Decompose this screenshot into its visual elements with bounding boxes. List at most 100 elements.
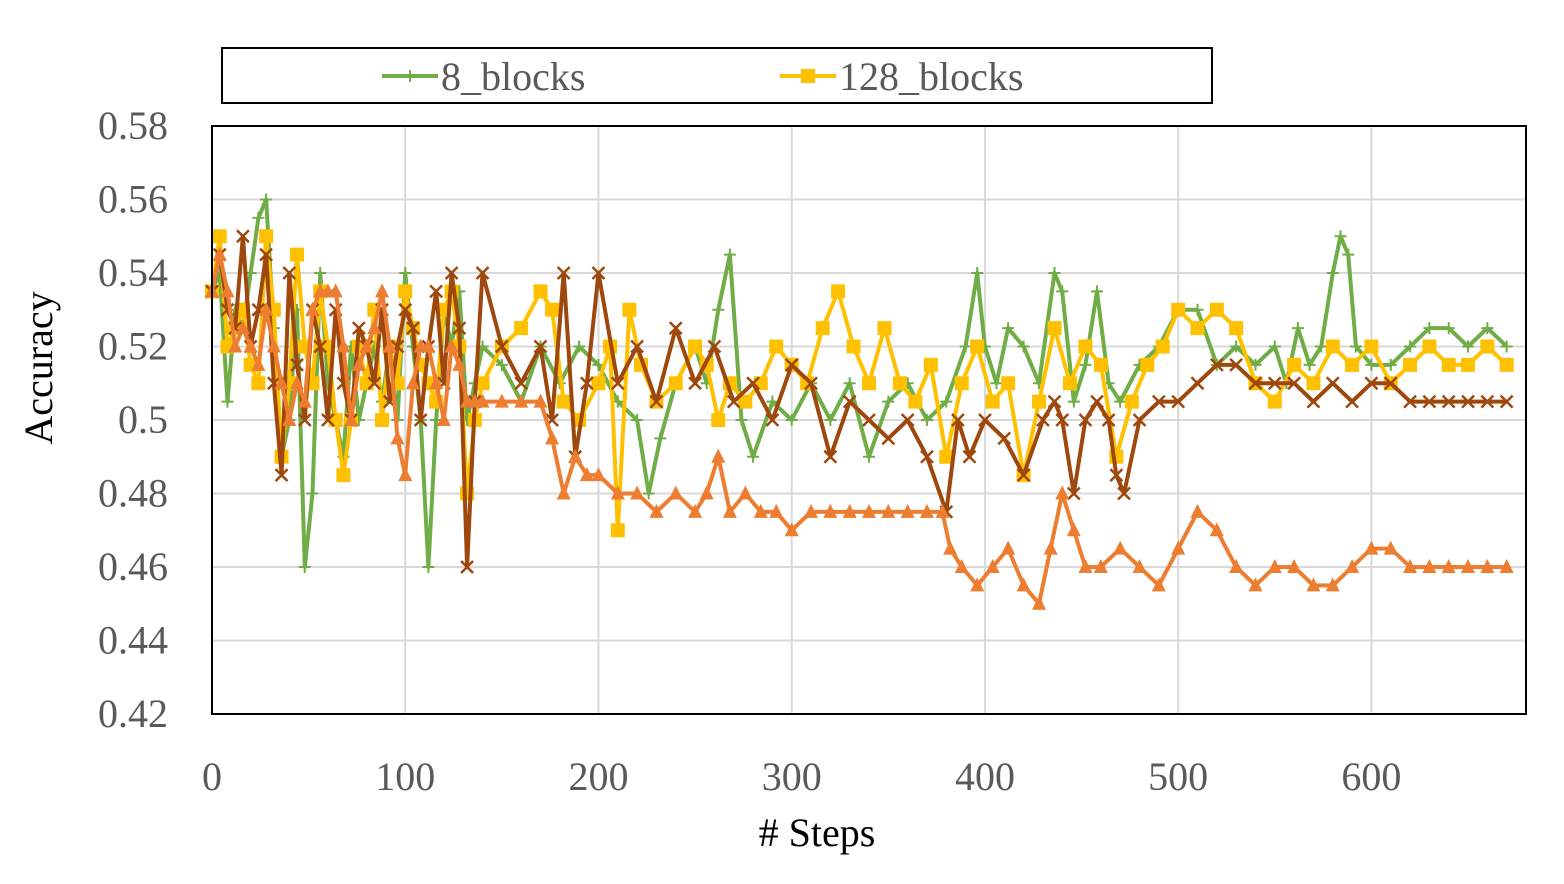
data-point-128-blocks: [954, 376, 969, 391]
legend: 8_blocks 128_blocks: [221, 47, 1213, 104]
data-point-128-blocks: [923, 357, 938, 372]
data-point-series-3: [881, 431, 896, 446]
data-point-series-4: [251, 356, 266, 371]
data-point-series-4: [436, 412, 451, 426]
data-point-series-3: [556, 266, 571, 280]
data-point-series-3: [649, 394, 664, 409]
data-point-series-3: [321, 413, 335, 427]
data-point-8-blocks: [306, 487, 319, 500]
data-point-8-blocks: [399, 267, 412, 279]
data-point-series-4: [935, 503, 950, 518]
data-point-8-blocks: [735, 414, 748, 426]
data-point-8-blocks: [920, 414, 933, 426]
data-point-series-4: [1043, 540, 1058, 555]
x-tick-label: 200: [568, 754, 628, 799]
data-point-series-4: [919, 503, 934, 518]
data-point-series-4: [1032, 595, 1047, 610]
x-axis-title: # Steps: [759, 810, 876, 855]
data-point-8-blocks: [1349, 340, 1362, 353]
data-point-series-3: [1117, 486, 1131, 501]
data-point-series-4: [579, 467, 594, 482]
data-point-8-blocks: [971, 267, 984, 279]
data-point-128-blocks: [545, 302, 560, 317]
data-point-128-blocks: [970, 339, 985, 354]
data-point-128-blocks: [846, 339, 861, 354]
data-point-series-4: [359, 338, 374, 353]
data-point-series-3: [1016, 468, 1031, 483]
data-point-series-3: [274, 468, 289, 483]
data-point-series-4: [382, 338, 397, 353]
x-tick-label: 400: [955, 754, 1015, 799]
data-point-series-4: [220, 283, 235, 298]
data-point-8-blocks: [1334, 230, 1347, 243]
data-point-8-blocks: [712, 303, 725, 316]
data-point-series-3: [1036, 413, 1050, 427]
x-tick-label: 0: [202, 754, 222, 799]
data-point-8-blocks: [1481, 322, 1494, 335]
data-point-128-blocks: [375, 413, 390, 427]
data-point-128-blocks: [985, 394, 1000, 409]
y-tick-label: 0.52: [98, 324, 168, 369]
data-point-128-blocks: [622, 302, 637, 317]
data-point-128-blocks: [862, 376, 876, 391]
data-point-series-4: [900, 503, 915, 518]
data-point-series-4: [1325, 577, 1340, 592]
data-point-128-blocks: [1422, 339, 1437, 354]
data-point-series-4: [985, 559, 1000, 573]
data-point-series-4: [943, 540, 958, 555]
data-point-series-3: [1306, 394, 1321, 409]
data-point-series-4: [212, 246, 227, 261]
data-point-series-4: [429, 375, 444, 390]
data-point-series-4: [305, 301, 320, 316]
data-point-8-blocks: [1002, 322, 1015, 335]
data-point-series-4: [243, 338, 258, 353]
data-point-8-blocks: [1091, 285, 1104, 298]
data-point-series-4: [344, 412, 359, 426]
data-point-series-4: [722, 503, 737, 518]
data-point-series-4: [514, 393, 529, 408]
data-point-8-blocks: [1404, 340, 1417, 353]
data-point-series-3: [784, 357, 799, 372]
data-point-series-4: [649, 503, 664, 518]
data-point-series-3: [1287, 376, 1302, 391]
data-point-series-3: [460, 560, 474, 574]
data-point-8-blocks: [1384, 358, 1397, 371]
plot-area-border: [211, 125, 1527, 715]
data-point-series-4: [259, 301, 274, 316]
data-point-series-4: [367, 320, 382, 335]
data-point-series-4: [1306, 577, 1321, 592]
data-point-128-blocks: [475, 376, 490, 391]
x-axis-ticks: 0 100 200 300 400 500 600: [202, 754, 1401, 799]
data-point-series-4: [591, 467, 606, 482]
data-point-series-4: [228, 338, 243, 353]
data-point-series-3: [1229, 357, 1244, 372]
data-point-series-3: [591, 266, 606, 280]
data-point-8-blocks: [1315, 340, 1328, 353]
data-point-series-3: [962, 449, 977, 464]
data-point-series-4: [668, 485, 683, 500]
data-point-series-3: [668, 321, 683, 336]
data-point-128-blocks: [328, 413, 343, 427]
data-point-series-3: [1403, 394, 1417, 409]
data-point-series-4: [405, 375, 420, 390]
data-point-series-3: [1383, 376, 1398, 391]
data-point-128-blocks: [1441, 357, 1456, 372]
data-point-128-blocks: [738, 394, 753, 409]
data-point-128-blocks: [398, 284, 413, 299]
data-point-8-blocks: [1291, 322, 1304, 335]
y-tick-label: 0.44: [98, 618, 168, 663]
data-point-128-blocks: [1364, 339, 1379, 354]
data-point-series-4: [630, 485, 645, 500]
data-point-series-4: [1132, 559, 1147, 573]
data-point-series-4: [842, 503, 857, 518]
data-point-series-3: [579, 376, 594, 391]
data-point-128-blocks: [591, 376, 606, 391]
data-point-series-3: [1047, 394, 1062, 409]
legend-item-128-blocks: 128_blocks: [780, 54, 1023, 99]
data-point-series-4: [1287, 559, 1302, 573]
data-point-128-blocks: [1480, 339, 1495, 354]
data-point-series-4: [1461, 559, 1476, 573]
data-point-series-4: [804, 503, 819, 518]
data-point-series-3: [1364, 376, 1379, 391]
data-point-series-3: [1267, 376, 1282, 391]
